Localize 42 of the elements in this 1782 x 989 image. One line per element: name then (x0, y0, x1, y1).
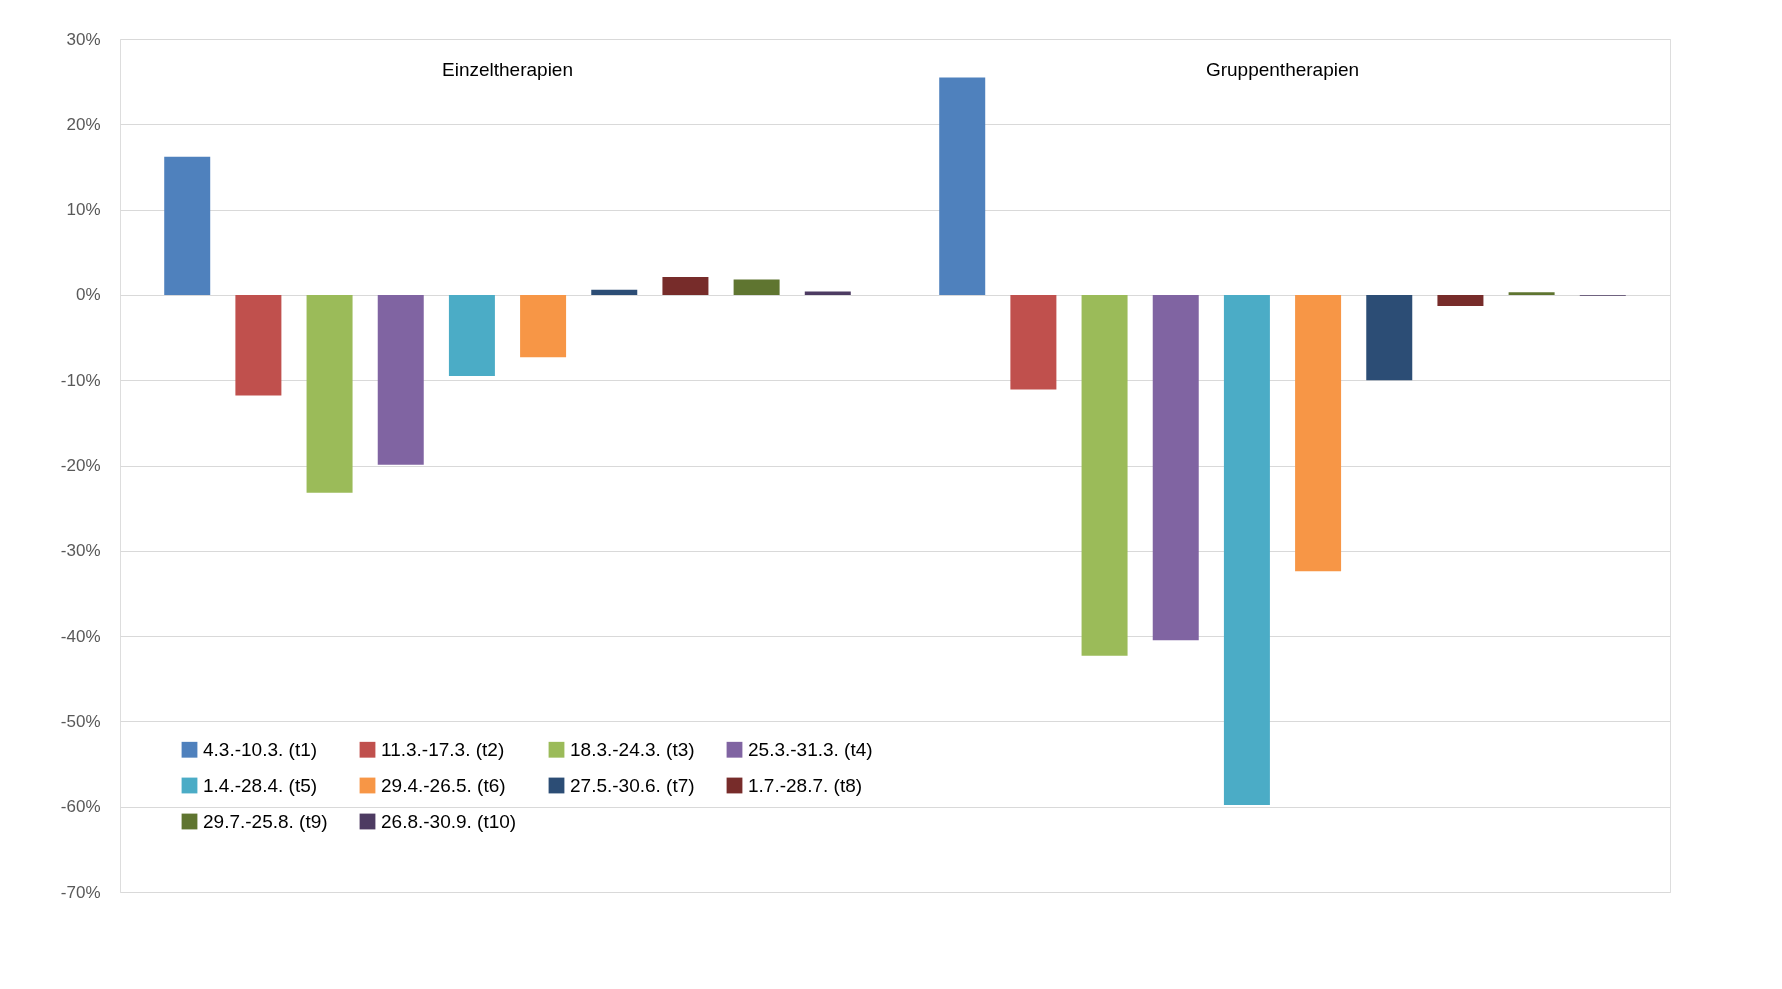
legend-label: 18.3.-24.3. (t3) (570, 738, 695, 760)
legend-label: 27.5.-30.6. (t7) (570, 774, 695, 796)
bar (1366, 294, 1413, 381)
y-tick-label: -40% (60, 626, 101, 646)
bar (662, 276, 709, 295)
y-tick-label: 10% (66, 200, 101, 220)
bar (1081, 294, 1128, 656)
legend-label: 1.4.-28.4. (t5) (203, 774, 318, 796)
y-tick-label: -60% (60, 797, 101, 817)
x-tick-label: Einzeltherapien (442, 58, 573, 80)
y-tick-label: -30% (60, 541, 101, 561)
legend-label: 1.7.-28.7. (t8) (748, 774, 863, 796)
legend-label: 29.4.-26.5. (t6) (381, 774, 506, 796)
bar (1010, 294, 1057, 390)
y-tick-label: -10% (60, 370, 101, 390)
bar (1223, 294, 1270, 805)
y-tick-label: -70% (60, 882, 101, 902)
legend-label: 26.8.-30.9. (t10) (381, 810, 517, 832)
y-tick-label: 30% (66, 29, 101, 49)
bar (591, 289, 638, 295)
x-tick-label: Gruppentherapien (1205, 58, 1360, 80)
legend-label: 29.7.-25.8. (t9) (203, 810, 328, 832)
bar (448, 294, 495, 376)
bar (377, 294, 424, 465)
legend-label: 4.3.-10.3. (t1) (203, 738, 318, 760)
bar (1508, 292, 1555, 295)
y-tick-label: 20% (66, 114, 101, 134)
bar (804, 291, 851, 295)
bar (164, 156, 211, 295)
bar (306, 294, 353, 493)
legend-label: 11.3.-17.3. (t2) (381, 738, 505, 760)
legend-label: 25.3.-31.3. (t4) (748, 738, 873, 760)
bar (1437, 294, 1484, 306)
bar (733, 279, 780, 295)
bar (939, 77, 986, 295)
bar (235, 294, 282, 396)
bar (520, 294, 567, 358)
bar (1152, 294, 1199, 641)
bar (1295, 294, 1342, 572)
y-tick-label: 0% (75, 285, 101, 305)
y-tick-label: -20% (60, 456, 101, 475)
y-tick-label: -50% (60, 711, 101, 731)
